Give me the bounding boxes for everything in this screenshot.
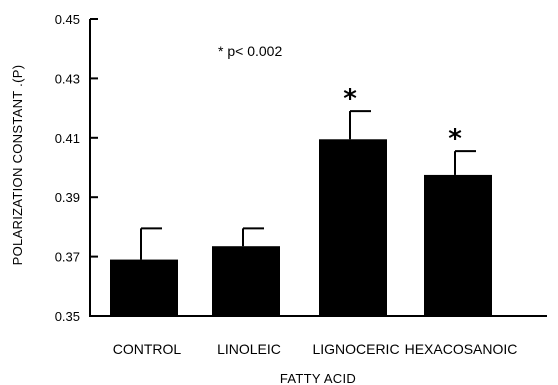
y-axis-title: POLARIZATION CONSTANT .(P) — [10, 65, 25, 266]
category-label-linoleic: LINOLEIC — [217, 341, 281, 357]
y-tick-label: 0.43 — [55, 71, 80, 86]
significance-markers: ** — [343, 84, 462, 154]
category-label-hexacosanoic: HEXACOSANOIC — [405, 341, 518, 357]
bars — [110, 139, 492, 316]
bar-lignoceric — [319, 139, 387, 316]
x-axis-title: FATTY ACID — [280, 371, 356, 385]
y-tick-label: 0.41 — [55, 131, 80, 146]
y-tick-label: 0.35 — [55, 309, 80, 324]
category-labels: CONTROL LINOLEIC LIGNOCERIC HEXACOSANOIC — [113, 341, 518, 357]
bar-control — [110, 259, 178, 316]
significance-star: * — [343, 84, 357, 114]
y-tick-label: 0.45 — [55, 12, 80, 27]
y-ticks: 0.35 0.37 0.39 0.41 0.43 0.45 — [55, 12, 98, 324]
category-label-control: CONTROL — [113, 341, 182, 357]
bar-hexacosanoic — [424, 174, 492, 316]
category-label-lignoceric: LIGNOCERIC — [312, 341, 399, 357]
y-tick-label: 0.39 — [55, 190, 80, 205]
significance-star: * — [448, 124, 462, 154]
significance-note: * p< 0.002 — [218, 43, 282, 59]
error-bars — [140, 110, 476, 260]
bar-linoleic — [212, 246, 280, 316]
y-tick-label: 0.37 — [55, 250, 80, 265]
